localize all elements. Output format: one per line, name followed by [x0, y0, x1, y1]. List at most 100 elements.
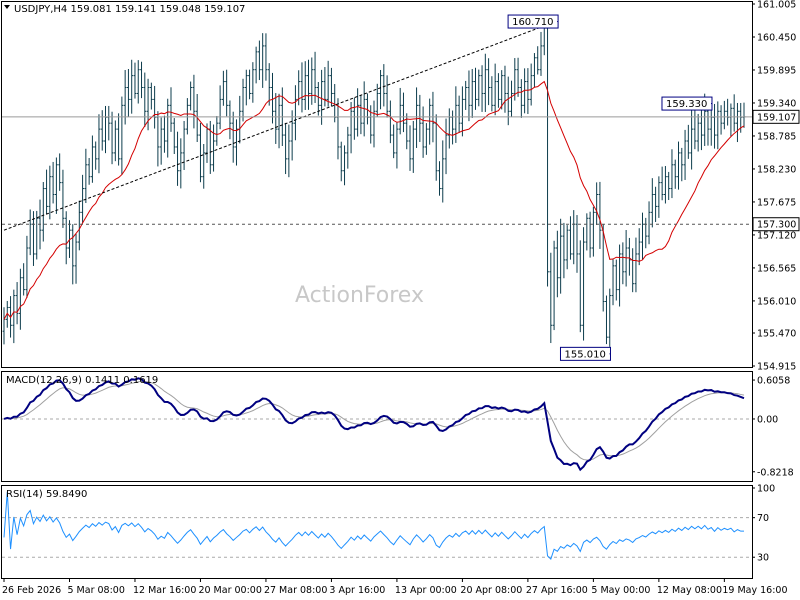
- ohlc-bar: [562, 222, 566, 279]
- ohlc-bar: [408, 125, 412, 171]
- support-tag: 157.300: [752, 217, 800, 232]
- ohlc-bar: [169, 87, 173, 132]
- ohlc-bar: [686, 124, 690, 159]
- ohlc-bar: [700, 104, 703, 151]
- ohlc-bar: [526, 68, 530, 114]
- ohlc-bar: [241, 78, 245, 122]
- ohlc-bar: [22, 263, 26, 296]
- ohlc-bar: [480, 65, 484, 112]
- ohlc-bar: [611, 259, 615, 306]
- ohlc-bar: [159, 117, 163, 165]
- ohlc-bar: [218, 85, 222, 130]
- ohlc-bar: [71, 224, 75, 285]
- ohlc-bar: [176, 131, 179, 186]
- ohlc-bar: [235, 119, 238, 166]
- ohlc-bar: [91, 135, 94, 183]
- ohlc-bar: [199, 122, 202, 183]
- ohlc-bar: [225, 69, 229, 117]
- ohlc-bar: [215, 115, 219, 146]
- ohlc-bar: [598, 181, 602, 249]
- ohlc-bar: [565, 225, 569, 270]
- price-tick-label: 157.675: [757, 197, 796, 208]
- symbol-title: USDJPY,H4 159.081 159.141 159.048 159.10…: [4, 4, 245, 15]
- ohlc-bar: [257, 40, 261, 81]
- ohlc-bar: [330, 67, 333, 107]
- ohlc-bar: [81, 174, 84, 224]
- price-tick-label: 156.565: [757, 263, 796, 274]
- ohlc-bar: [303, 61, 307, 110]
- ohlc-bar: [467, 70, 471, 122]
- callout-label: 160.710: [512, 17, 553, 28]
- ohlc-bar: [97, 114, 101, 174]
- ohlc-bar: [87, 158, 91, 185]
- callout-label: 159.330: [666, 99, 707, 110]
- ohlc-bar: [254, 46, 258, 84]
- support-tag-box: [752, 217, 800, 232]
- ohlc-bar: [549, 252, 553, 344]
- ohlc-bar: [614, 259, 618, 301]
- moving-average-line: [3, 80, 745, 320]
- time-tick-label: 13 Apr 00:00: [395, 585, 457, 596]
- macd-line: [3, 377, 745, 472]
- ohlc-bar: [457, 95, 461, 133]
- ohlc-bar: [500, 70, 504, 110]
- ohlc-bar: [382, 64, 386, 107]
- ohlc-bar: [25, 235, 29, 298]
- ohlc-bar: [349, 101, 353, 154]
- ohlc-bar: [523, 68, 527, 114]
- ohlc-bar: [736, 102, 739, 143]
- symbol-info: USDJPY,H4 159.081 159.141 159.048 159.10…: [14, 4, 245, 15]
- ohlc-bar: [172, 118, 176, 155]
- ohlc-bar: [117, 113, 121, 166]
- ohlc-bar: [722, 100, 726, 130]
- rsi-panel: [1, 485, 753, 579]
- ohlc-bar: [35, 210, 39, 260]
- ohlc-bar: [421, 106, 425, 158]
- ohlc-bar: [189, 81, 193, 111]
- ohlc-bar: [683, 129, 687, 180]
- ohlc-bar: [474, 67, 477, 110]
- ohlc-bar: [185, 98, 189, 135]
- price-callout: 155.010: [559, 346, 611, 361]
- ohlc-bar: [320, 69, 324, 125]
- ohlc-bar: [163, 115, 166, 153]
- ohlc-bar: [28, 209, 32, 256]
- price-tick-label: 161.005: [757, 0, 796, 11]
- ohlc-bar: [559, 218, 563, 294]
- ohlc-bar: [58, 153, 62, 191]
- ohlc-bar: [464, 80, 468, 110]
- ohlc-bar: [352, 97, 356, 140]
- ohlc-bar: [267, 63, 271, 106]
- ohlc-bar: [379, 69, 382, 110]
- ohlc-bar: [77, 200, 81, 251]
- ohlc-bar: [578, 240, 582, 333]
- ohlc-bar: [307, 59, 310, 110]
- ohlc-bar: [64, 211, 68, 265]
- ohlc-bar: [248, 69, 251, 100]
- ohlc-bar: [732, 94, 736, 132]
- ohlc-bar: [621, 242, 625, 285]
- time-tick-label: 27 Mar 08:00: [264, 585, 327, 596]
- price-tick-label: 160.450: [757, 32, 796, 43]
- ohlc-bar: [274, 93, 278, 144]
- macd-layer: [2, 377, 752, 472]
- ohlc-bar: [670, 149, 674, 199]
- support-tag-text: 157.300: [757, 220, 796, 231]
- price-callout: 159.330: [661, 96, 713, 111]
- rsi-line: [3, 491, 745, 560]
- ohlc-bar: [166, 98, 170, 158]
- ohlc-bar: [634, 237, 638, 293]
- ohlc-bar: [261, 33, 265, 88]
- ohlc-bar: [441, 140, 445, 203]
- ohlc-bar: [575, 215, 579, 273]
- ohlc-bar: [356, 88, 360, 137]
- ohlc-bar: [212, 124, 215, 172]
- ohlc-bar: [140, 61, 143, 99]
- ohlc-bar: [127, 68, 130, 117]
- ohlc-bar: [516, 57, 520, 97]
- ohlc-bar: [483, 53, 487, 112]
- ohlc-bar: [68, 220, 71, 258]
- price-tick-label: 157.120: [757, 230, 796, 241]
- ohlc-bar: [627, 237, 631, 276]
